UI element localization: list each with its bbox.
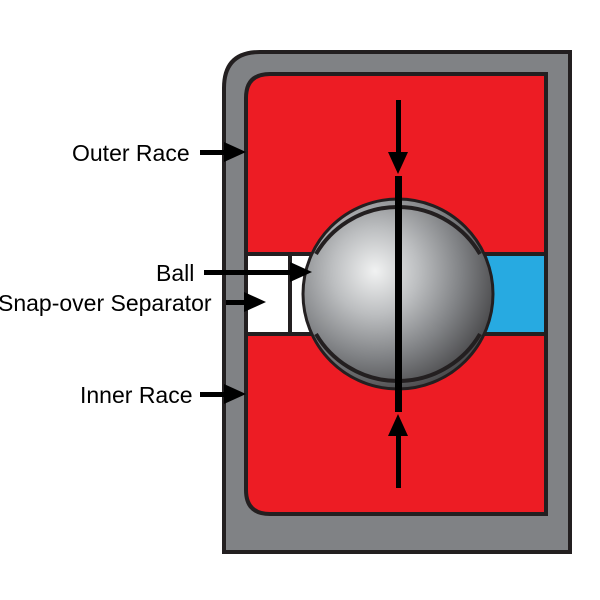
- bearing-diagram: Outer Race Ball Snap-over Separator Inne…: [0, 0, 600, 600]
- outer-race-arrow-head: [224, 142, 246, 162]
- inner-race-label: Inner Race: [80, 382, 193, 409]
- ball-arrow-head: [290, 262, 312, 282]
- inner-race-arrow-head: [224, 384, 246, 404]
- top-arrow-shaft: [396, 100, 401, 156]
- outer-race-label: Outer Race: [72, 140, 190, 167]
- ball-center-line: [395, 176, 402, 412]
- ball-label: Ball: [156, 260, 194, 287]
- top-arrow-head: [388, 152, 408, 174]
- bottom-arrow-head: [388, 414, 408, 436]
- separator-label: Snap-over Separator: [0, 290, 212, 317]
- ball-arrow-shaft: [204, 270, 294, 275]
- bottom-arrow-shaft: [396, 432, 401, 488]
- separator-arrow-head: [244, 292, 266, 312]
